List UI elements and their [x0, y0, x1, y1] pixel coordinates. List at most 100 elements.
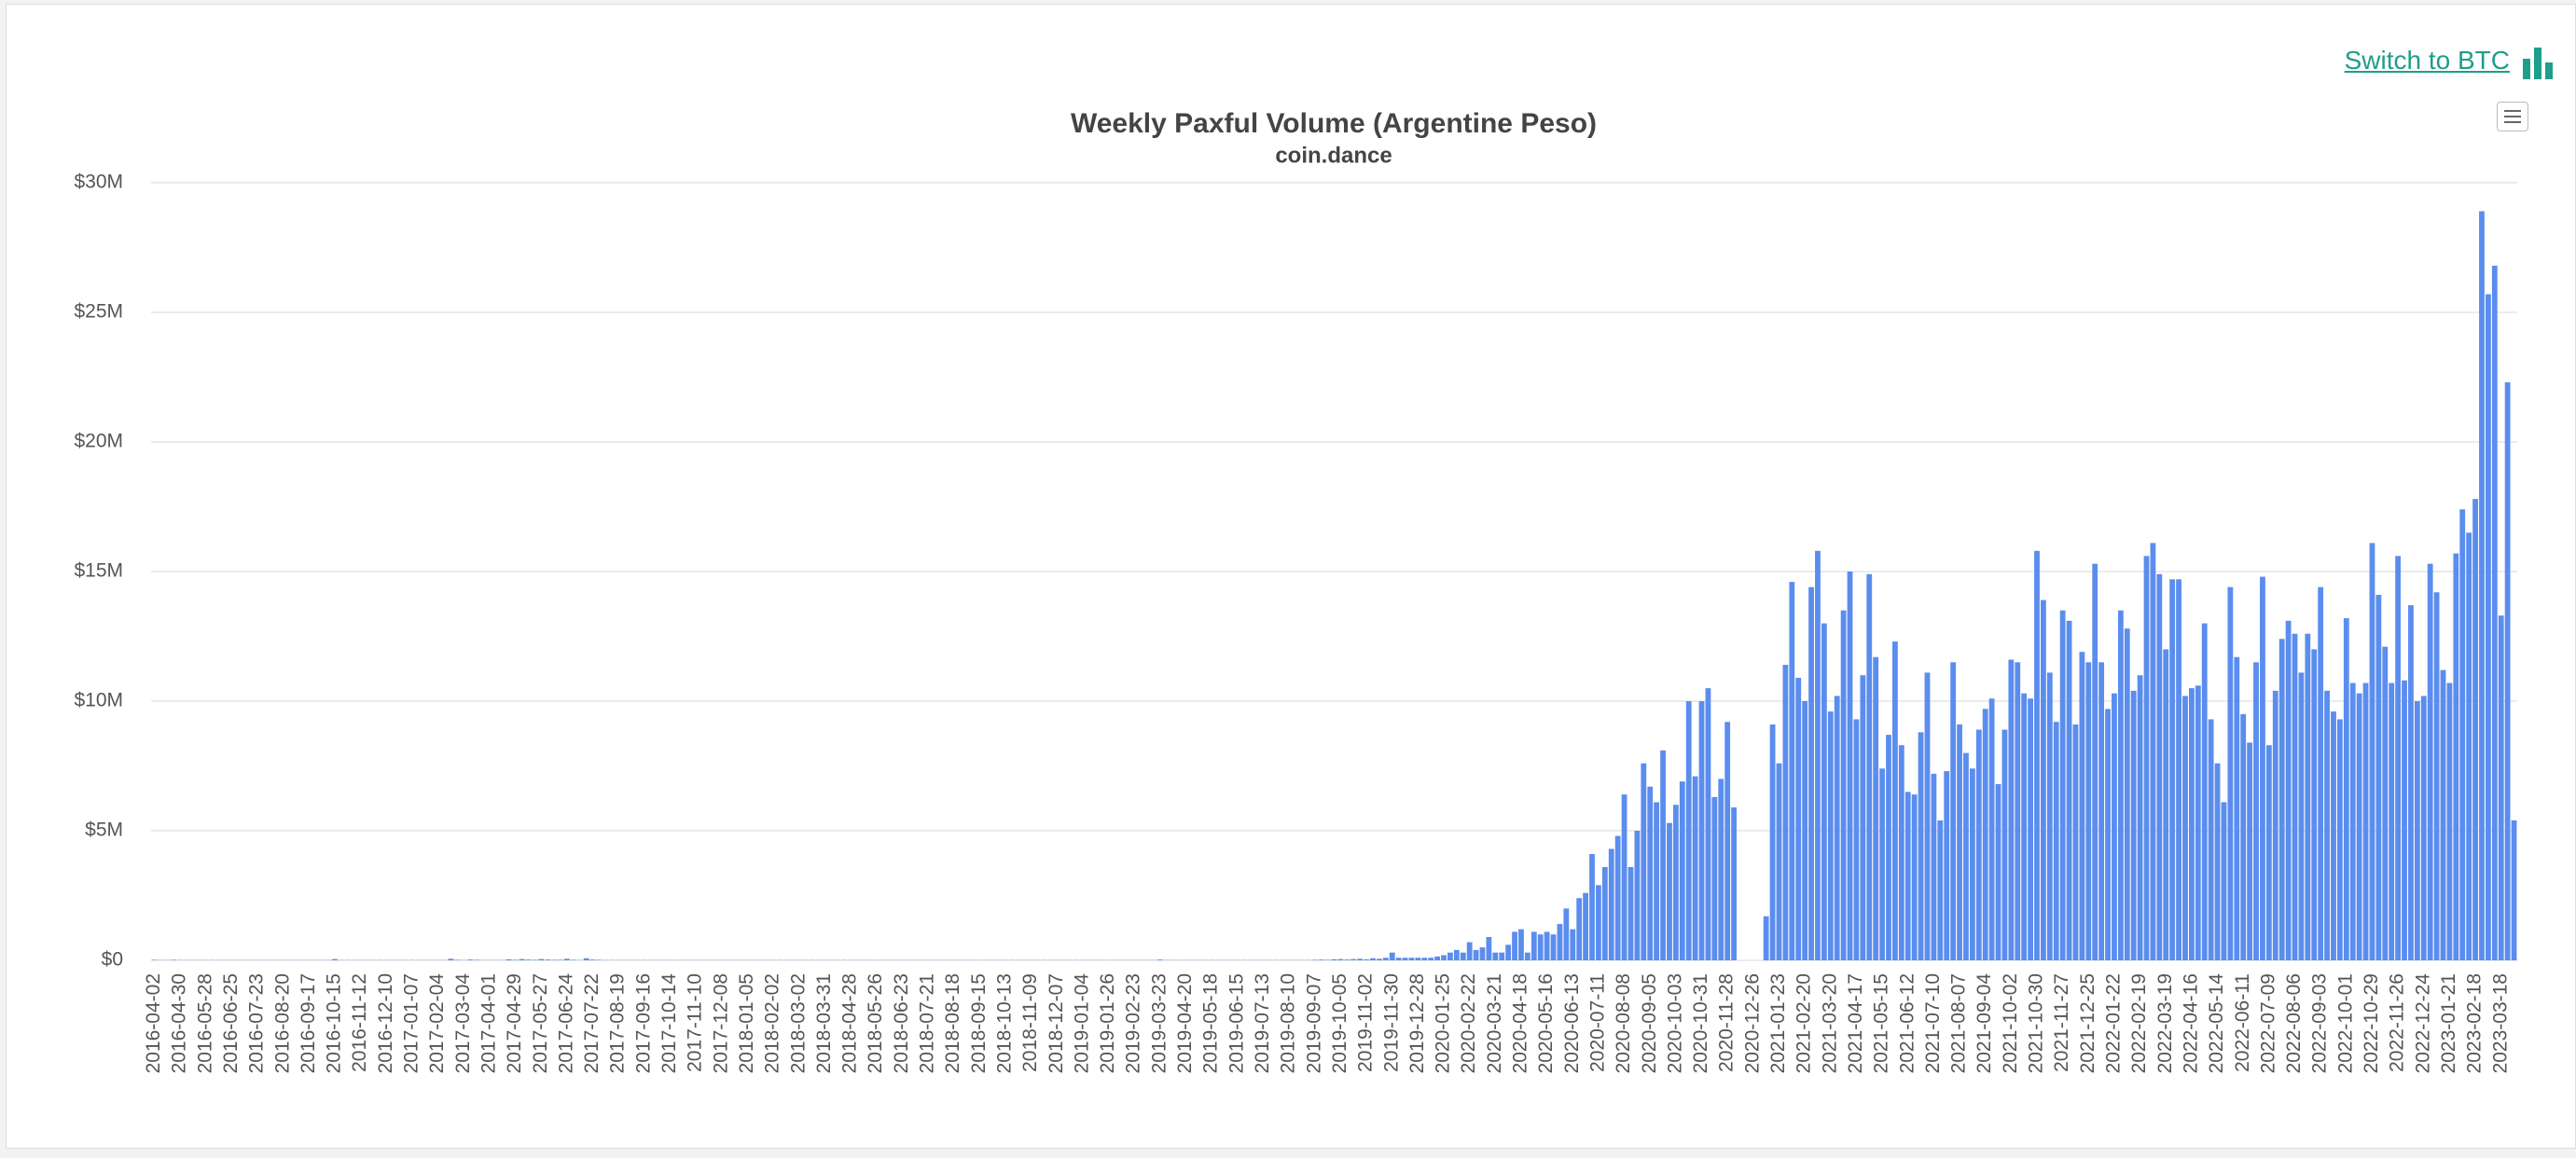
bar — [1479, 947, 1486, 960]
bar — [2349, 682, 2356, 960]
bar — [1711, 796, 1718, 960]
bar — [1827, 711, 1834, 960]
bar — [1969, 768, 1975, 960]
bar — [2472, 499, 2478, 960]
x-tick-label: 2018-12-07 — [1046, 973, 1067, 1073]
bar — [2285, 620, 2292, 960]
x-tick-label: 2021-09-04 — [1974, 973, 1995, 1074]
bar — [1524, 952, 1530, 960]
bar — [583, 958, 589, 960]
bar — [454, 959, 461, 960]
x-tick-label: 2021-07-10 — [1922, 973, 1944, 1073]
bar — [2260, 576, 2265, 960]
bar — [2163, 649, 2169, 960]
bar — [2427, 563, 2433, 960]
x-tick-label: 2019-12-28 — [1406, 973, 1428, 1073]
bar — [1408, 958, 1415, 960]
bar — [1982, 709, 1988, 960]
bar — [1641, 763, 1647, 960]
x-tick-label: 2021-04-17 — [1845, 973, 1866, 1073]
bar — [2298, 672, 2305, 960]
bar — [1499, 952, 1505, 960]
x-tick-label: 2016-04-30 — [169, 973, 190, 1073]
bar — [1544, 931, 1550, 960]
x-tick-label: 2016-08-20 — [271, 973, 293, 1073]
bar — [1512, 931, 1517, 960]
x-tick-label: 2021-12-25 — [2077, 973, 2098, 1073]
bar — [2433, 592, 2440, 960]
bar — [2253, 662, 2259, 960]
chart-menu-button[interactable] — [2497, 102, 2528, 131]
bar — [1466, 942, 1473, 960]
bar — [1473, 949, 1479, 960]
bar — [2079, 652, 2085, 960]
x-tick-label: 2019-09-07 — [1303, 973, 1324, 1073]
bar — [2459, 509, 2466, 960]
x-tick-label: 2020-02-22 — [1458, 973, 1479, 1073]
x-tick-label: 2017-03-04 — [452, 973, 474, 1074]
x-tick-label: 2020-01-25 — [1433, 973, 1454, 1073]
bar — [2395, 556, 2402, 960]
x-tick-label: 2019-02-23 — [1123, 973, 1144, 1073]
bar — [2015, 662, 2021, 960]
x-tick-label: 2016-09-17 — [298, 973, 319, 1073]
x-tick-label: 2016-12-10 — [375, 973, 396, 1073]
bar — [2356, 693, 2362, 960]
bar — [1647, 786, 1654, 960]
x-tick-label: 2018-08-18 — [942, 973, 963, 1073]
bar — [1724, 722, 1731, 960]
bar — [1344, 959, 1350, 960]
bar — [1589, 854, 1595, 960]
bar — [2466, 532, 2472, 960]
bar — [2001, 729, 2008, 960]
x-tick-label: 2016-11-12 — [349, 973, 370, 1072]
bar — [1782, 665, 1789, 960]
bar — [1821, 623, 1827, 960]
bar — [1705, 688, 1711, 960]
bar — [1505, 944, 1512, 960]
x-tick-label: 2021-06-12 — [1896, 973, 1918, 1073]
bar — [1156, 959, 1163, 960]
bar — [1918, 732, 1924, 960]
x-tick-label: 2019-06-15 — [1226, 973, 1247, 1073]
bar — [1311, 959, 1318, 960]
x-tick-label: 2019-08-10 — [1278, 973, 1299, 1073]
bar — [2440, 669, 2446, 960]
bar — [1453, 949, 1460, 960]
y-tick-label: $10M — [74, 690, 123, 711]
x-tick-label: 2018-04-28 — [839, 973, 861, 1073]
bar — [151, 959, 158, 960]
bar — [2072, 724, 2079, 960]
bar — [2292, 633, 2298, 960]
bar — [1931, 773, 1937, 960]
bar — [1518, 929, 1524, 960]
x-tick-label: 2018-03-02 — [787, 973, 809, 1073]
bar — [532, 959, 538, 960]
bar — [1492, 952, 1499, 960]
bar — [1937, 820, 1944, 960]
bar — [596, 959, 602, 960]
bar — [2491, 265, 2498, 961]
x-tick-label: 2017-04-29 — [504, 973, 525, 1073]
bar — [2382, 646, 2389, 960]
bar — [2375, 595, 2382, 960]
bar — [1698, 701, 1705, 960]
bar — [2041, 600, 2046, 960]
switch-currency-link[interactable]: Switch to BTC — [2344, 46, 2510, 75]
bar — [2169, 579, 2176, 960]
bar — [2028, 698, 2033, 960]
x-tick-label: 2017-09-16 — [632, 973, 654, 1073]
bar — [1608, 848, 1614, 960]
y-tick-label: $15M — [74, 560, 123, 582]
bar — [2150, 543, 2156, 960]
bar — [2265, 745, 2272, 960]
x-tick-label: 2022-07-09 — [2257, 973, 2278, 1073]
bar — [1763, 916, 1769, 960]
bar — [1834, 696, 1840, 960]
bar — [1988, 698, 1995, 960]
bar — [1364, 958, 1369, 960]
bar — [2085, 662, 2092, 960]
bar — [1672, 805, 1679, 960]
